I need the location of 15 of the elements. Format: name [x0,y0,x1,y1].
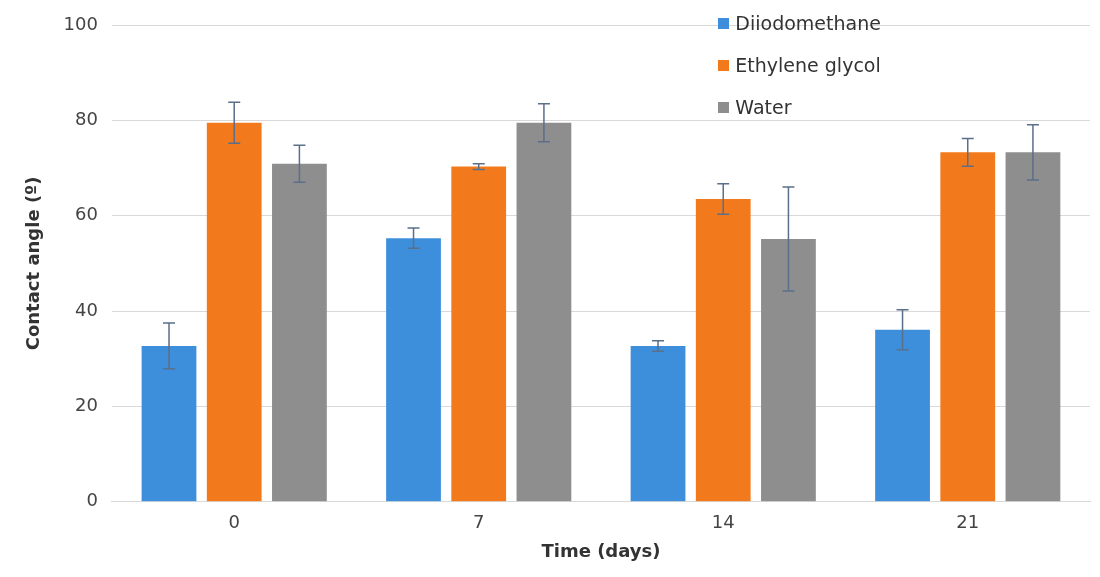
legend-label: Ethylene glycol [735,54,881,76]
x-tick-label: 7 [473,511,485,533]
y-tick-label: 80 [75,108,98,130]
y-tick-label: 40 [75,298,98,320]
legend-label: Water [735,96,792,118]
y-axis-title: Contact angle (º) [22,176,44,351]
x-tick-label: 14 [711,511,735,533]
x-tick-label: 21 [956,511,980,533]
y-tick-label: 100 [63,12,98,34]
y-tick-label: 0 [86,489,98,511]
legend-label: Diiodomethane [735,12,881,34]
y-tick-label: 60 [75,203,98,225]
x-axis-title: Time (days) [541,539,661,561]
y-tick-label: 20 [75,394,98,416]
x-tick-label: 0 [228,511,240,533]
